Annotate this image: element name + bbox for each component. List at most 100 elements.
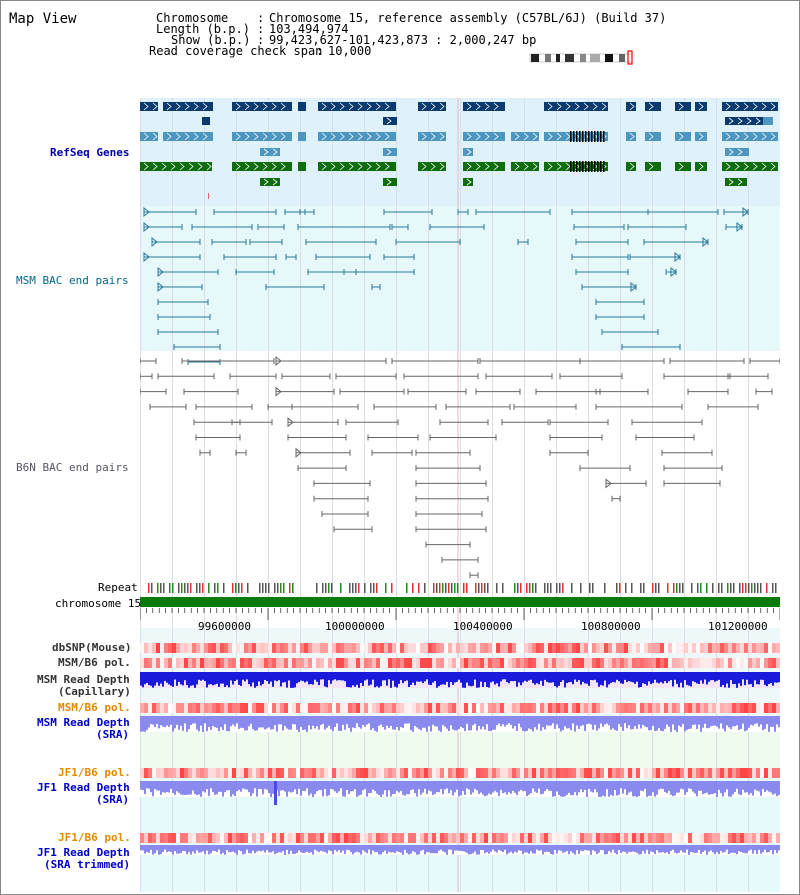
polymorphism-cell xyxy=(464,643,468,653)
polymorphism-cell xyxy=(504,643,508,653)
depth-bar xyxy=(706,716,708,729)
gene-exon xyxy=(463,132,505,141)
depth-bar xyxy=(680,672,682,683)
depth-bar xyxy=(690,716,692,729)
depth-bar xyxy=(344,845,346,854)
depth-bar xyxy=(242,845,244,855)
depth-bar xyxy=(522,781,524,792)
depth-bar xyxy=(630,845,632,853)
depth-bar xyxy=(598,781,600,797)
polymorphism-cell xyxy=(348,658,352,668)
depth-bar xyxy=(288,716,290,730)
depth-bar xyxy=(172,716,174,732)
gene-strand-arrow xyxy=(737,178,743,186)
polymorphism-cell xyxy=(420,768,424,778)
depth-bar xyxy=(418,781,420,790)
repeat-mark xyxy=(385,583,387,593)
polymorphism-cell xyxy=(680,658,684,668)
polymorphism-cell xyxy=(440,643,444,653)
depth-bar xyxy=(700,716,702,732)
polymorphism-cell xyxy=(280,643,284,653)
depth-bar xyxy=(604,781,606,797)
polymorphism-cell xyxy=(212,703,216,713)
track-area[interactable] xyxy=(140,98,780,892)
bac-end-arrow xyxy=(295,447,302,458)
depth-bar xyxy=(542,845,544,855)
repeat-mark xyxy=(616,583,618,593)
depth-bar xyxy=(518,781,520,792)
gene-strand-arrow xyxy=(493,102,499,111)
depth-bar xyxy=(370,672,372,685)
depth-bar xyxy=(748,845,750,851)
polymorphism-cell xyxy=(212,658,216,668)
polymorphism-cell xyxy=(180,768,184,778)
polymorphism-cell xyxy=(540,703,544,713)
depth-bar xyxy=(666,781,668,794)
polymorphism-cell xyxy=(148,658,152,668)
depth-bar xyxy=(332,716,334,732)
depth-bar xyxy=(726,781,728,790)
depth-bar xyxy=(372,716,374,729)
depth-bar xyxy=(674,845,676,853)
polymorphism-cell xyxy=(344,703,348,713)
depth-bar xyxy=(548,716,550,726)
repeat-mark xyxy=(325,583,327,593)
depth-bar xyxy=(654,716,656,732)
repeat-mark xyxy=(679,583,681,593)
depth-bar xyxy=(584,672,586,684)
polymorphism-cell xyxy=(228,833,232,843)
gene-strand-arrow xyxy=(523,162,529,171)
polymorphism-cell xyxy=(568,643,572,653)
depth-bar xyxy=(358,672,360,688)
gene-exon xyxy=(298,132,306,141)
depth-bar xyxy=(510,781,512,794)
tracks-canvas[interactable] xyxy=(140,98,780,892)
depth-bar xyxy=(702,672,704,684)
depth-bar xyxy=(316,845,318,851)
depth-bar xyxy=(606,672,608,688)
gene-strand-arrow xyxy=(728,178,734,186)
repeat-mark xyxy=(259,583,261,593)
polymorphism-cell xyxy=(528,833,532,843)
polymorphism-cell xyxy=(268,703,272,713)
polymorphism-cell xyxy=(252,703,256,713)
gene-strand-arrow xyxy=(384,102,390,111)
depth-bar xyxy=(408,716,410,724)
polymorphism-cell xyxy=(756,833,760,843)
depth-bar xyxy=(368,781,370,794)
polymorphism-cell xyxy=(640,643,644,653)
polymorphism-cell xyxy=(384,643,388,653)
polymorphism-cell xyxy=(596,658,600,668)
depth-bar xyxy=(574,672,576,680)
depth-bar xyxy=(520,845,522,851)
length-label: Length (b.p.) xyxy=(156,22,250,36)
polymorphism-cell xyxy=(584,658,588,668)
polymorphism-cell xyxy=(524,643,528,653)
depth-bar xyxy=(388,781,390,791)
gene-strand-arrow xyxy=(648,132,654,141)
polymorphism-cell xyxy=(588,833,592,843)
depth-bar xyxy=(468,716,470,731)
depth-bar xyxy=(240,716,242,728)
polymorphism-cell xyxy=(404,658,408,668)
sep-4: : xyxy=(316,44,324,58)
depth-bar xyxy=(188,781,190,795)
depth-bar xyxy=(462,672,464,688)
depth-bar xyxy=(374,781,376,792)
gene-exon xyxy=(318,132,396,141)
depth-bar xyxy=(658,672,660,684)
depth-bar xyxy=(418,716,420,730)
depth-bar xyxy=(238,781,240,790)
polymorphism-cell xyxy=(308,658,312,668)
polymorphism-cell xyxy=(312,658,316,668)
gene-exon xyxy=(725,178,747,186)
polymorphism-cell xyxy=(536,833,540,843)
polymorphism-cell xyxy=(484,658,488,668)
polymorphism-cell xyxy=(688,658,692,668)
polymorphism-cell xyxy=(576,703,580,713)
depth-bar xyxy=(742,672,744,680)
gene-exon xyxy=(318,162,396,171)
depth-bar xyxy=(292,672,294,688)
gene-exon xyxy=(725,148,749,156)
depth-bar xyxy=(724,781,726,793)
